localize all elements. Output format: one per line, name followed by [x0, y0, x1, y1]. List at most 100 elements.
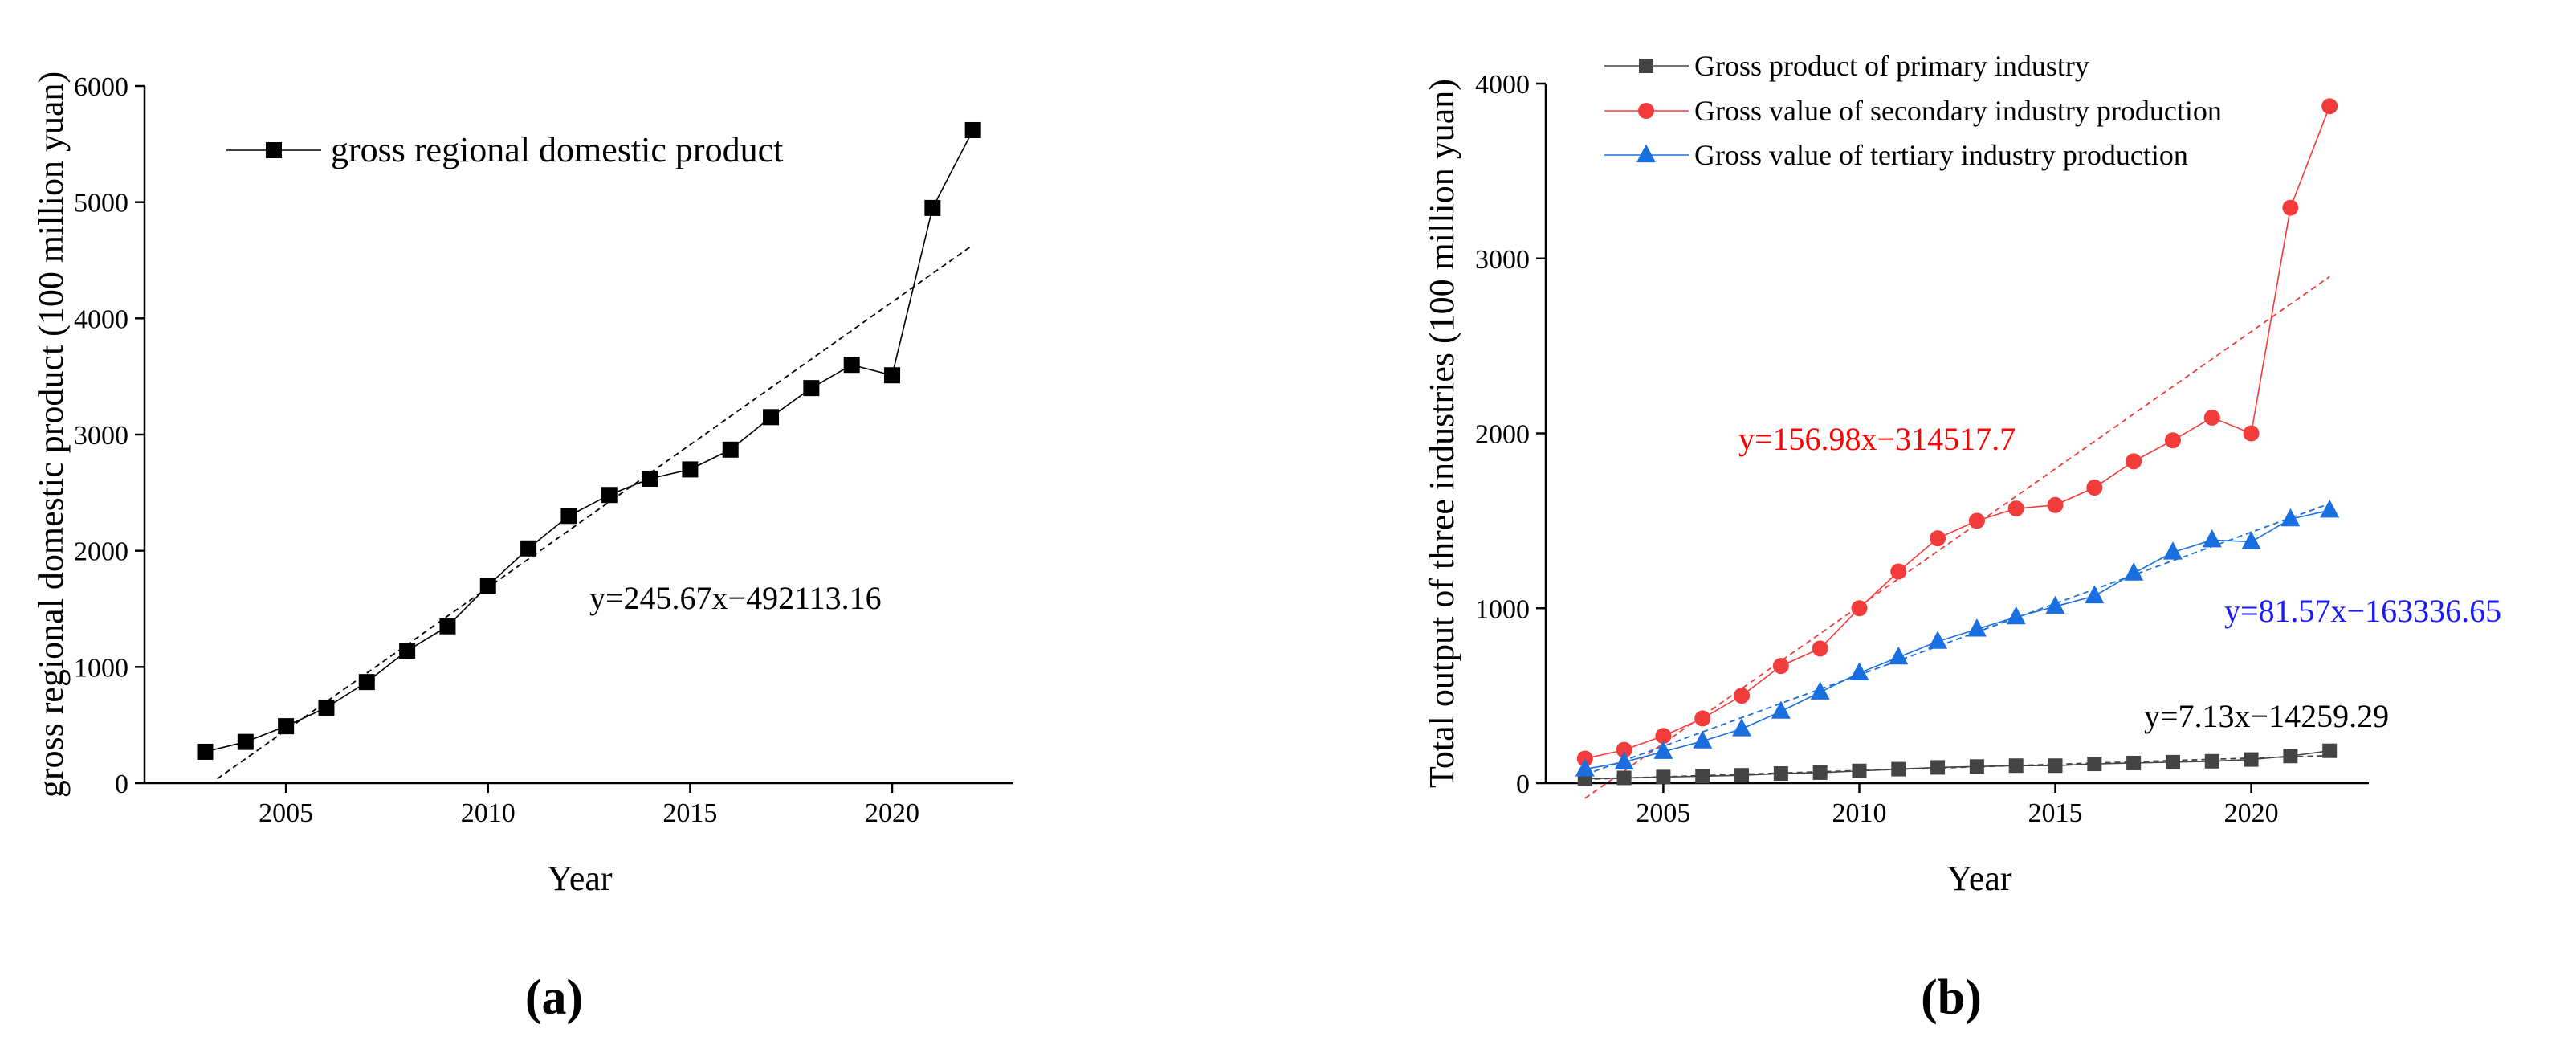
data-point: [1852, 763, 1867, 778]
panel-label-b: (b): [1921, 970, 1982, 1025]
data-point: [439, 618, 456, 635]
data-point: [1693, 730, 1713, 749]
data-point: [1734, 688, 1751, 704]
data-point: [520, 540, 537, 557]
data-point: [1695, 769, 1710, 784]
data-point: [2202, 529, 2222, 548]
data-point: [924, 199, 941, 216]
data-point: [2048, 758, 2063, 774]
data-point: [884, 367, 901, 384]
x-axis-title: Year: [547, 859, 612, 898]
data-point: [1575, 758, 1595, 777]
data-point: [2244, 752, 2259, 767]
data-point: [2006, 606, 2026, 625]
data-point: [237, 733, 254, 750]
legend-marker: [266, 142, 282, 158]
data-point: [2165, 754, 2180, 769]
data-point: [1694, 710, 1711, 727]
series-line: [205, 129, 974, 753]
data-point: [1810, 681, 1830, 700]
data-point: [2007, 500, 2024, 517]
data-point: [642, 470, 658, 487]
data-point: [601, 487, 618, 504]
data-point: [843, 357, 860, 374]
data-point: [1734, 768, 1750, 783]
data-point: [722, 441, 739, 458]
legend-label: Gross product of primary industry: [1694, 50, 2089, 82]
y-axis-title: gross regional domestic product (100 mil…: [31, 71, 71, 798]
y-tick-label: 2000: [1475, 420, 1530, 450]
y-tick-label: 1000: [74, 653, 128, 683]
y-axis-title: Total output of three industries (100 mi…: [1422, 79, 1461, 788]
legend-marker: [1639, 59, 1653, 73]
data-point: [2321, 98, 2338, 115]
data-point: [2241, 531, 2261, 549]
x-tick-label: 2010: [1832, 798, 1886, 828]
y-tick-label: 4000: [1475, 70, 1530, 100]
data-point: [1616, 741, 1632, 758]
data-point: [2280, 508, 2301, 527]
data-point: [763, 409, 780, 426]
x-tick-label: 2020: [2224, 798, 2279, 828]
data-point: [1772, 658, 1789, 675]
data-point: [197, 743, 214, 760]
legend-marker: [1636, 144, 1656, 163]
data-point: [1969, 759, 1984, 774]
trend-equation: y=245.67x−492113.16: [589, 580, 882, 616]
data-point: [1656, 769, 1671, 785]
data-point: [1653, 741, 1673, 759]
data-point: [1771, 700, 1791, 719]
data-point: [2047, 496, 2064, 513]
data-point: [803, 380, 820, 397]
data-point: [1614, 751, 1634, 769]
y-tick-label: 4000: [74, 304, 128, 334]
data-point: [2320, 499, 2340, 518]
x-tick-label: 2005: [259, 798, 313, 828]
data-point: [1773, 766, 1788, 782]
trend-line: [1584, 276, 2330, 799]
data-point: [2162, 541, 2183, 560]
y-tick-label: 3000: [74, 421, 128, 451]
data-point: [1616, 770, 1632, 786]
legend-label: gross regional domestic product: [331, 130, 783, 169]
trend-line: [217, 244, 974, 780]
data-point: [1967, 618, 1987, 637]
data-point: [2008, 758, 2024, 774]
data-point: [1928, 631, 1948, 649]
data-point: [1812, 765, 1828, 780]
data-point: [2087, 757, 2102, 772]
legend-label: Gross value of secondary industry produc…: [1694, 95, 2222, 127]
y-tick-label: 0: [115, 769, 128, 799]
x-tick-label: 2010: [461, 798, 516, 828]
legend-marker: [1638, 103, 1654, 119]
x-tick-label: 2020: [865, 798, 919, 828]
y-tick-label: 5000: [74, 189, 128, 218]
data-point: [2124, 562, 2144, 581]
y-tick-label: 6000: [74, 72, 128, 102]
data-point: [2283, 749, 2298, 764]
data-point: [479, 578, 496, 594]
data-point: [2322, 743, 2338, 758]
data-point: [1930, 760, 1946, 775]
data-point: [1812, 640, 1828, 657]
y-tick-label: 0: [1516, 769, 1530, 799]
data-point: [2243, 425, 2260, 442]
chart-panel-b: 0 1000 2000 3000 4000 2005 2010 2015 2020 y=156.9…: [1422, 50, 2501, 898]
x-axis-title: Year: [1946, 859, 2011, 898]
trend-line: [1584, 503, 2330, 776]
x-tick-label: 2015: [2028, 798, 2083, 828]
y-tick-label: 3000: [1475, 245, 1530, 275]
data-point: [2086, 480, 2103, 496]
data-point: [2085, 585, 2105, 604]
data-point: [1851, 600, 1868, 617]
trend-equation-secondary: y=156.98x−314517.7: [1738, 421, 2016, 457]
data-point: [560, 508, 577, 525]
data-point: [278, 718, 295, 735]
trend-equation-primary: y=7.13x−14259.29: [2144, 698, 2389, 734]
x-tick-label: 2015: [662, 798, 717, 828]
data-point: [1890, 563, 1907, 580]
data-point: [682, 461, 699, 478]
data-point: [964, 121, 981, 138]
data-point: [1930, 530, 1946, 547]
